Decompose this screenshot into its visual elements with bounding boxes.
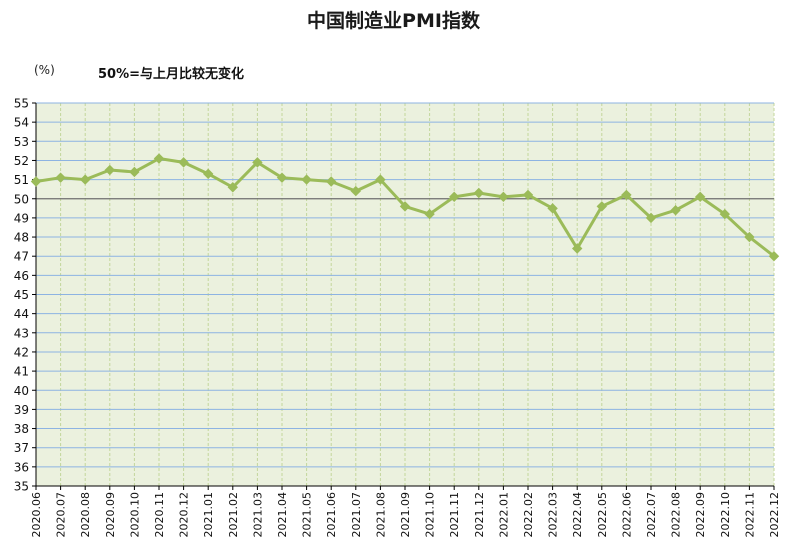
data-point [375, 174, 386, 185]
x-tick-label: 2020.09 [104, 492, 117, 538]
data-point [596, 201, 608, 212]
data-point [227, 182, 239, 193]
y-tick-label: 51 [14, 173, 29, 187]
x-tick-label: 2022.12 [768, 492, 781, 538]
data-point [178, 157, 189, 168]
data-point [744, 231, 755, 243]
x-tick-label: 2020.08 [79, 492, 92, 538]
y-tick-label: 48 [14, 231, 29, 245]
x-tick-label: 2021.04 [276, 492, 289, 538]
data-point [768, 250, 780, 262]
data-point [571, 243, 583, 254]
x-tick-label: 2021.11 [448, 492, 461, 538]
data-point [153, 153, 165, 164]
y-tick-label: 50 [14, 192, 29, 206]
data-point [498, 191, 509, 203]
y-tick-label: 52 [14, 154, 29, 168]
data-point [719, 208, 731, 220]
x-tick-label: 2022.11 [743, 492, 756, 538]
data-point [276, 172, 288, 183]
x-tick-label: 2022.06 [620, 492, 633, 538]
x-tick-label: 2021.08 [374, 492, 387, 538]
x-tick-label: 2021.02 [227, 492, 240, 538]
x-tick-label: 2021.10 [424, 492, 437, 538]
data-point [448, 191, 460, 203]
x-tick-label: 2022.04 [571, 492, 584, 538]
y-tick-label: 36 [14, 460, 29, 474]
data-point [202, 168, 214, 180]
data-point [694, 191, 706, 203]
x-tick-label: 2021.06 [325, 492, 338, 538]
y-tick-label: 37 [14, 441, 29, 455]
x-tick-label: 2021.12 [473, 492, 486, 538]
x-tick-label: 2021.01 [202, 492, 215, 538]
data-point [79, 174, 91, 185]
reference-annotation: 50%=与上月比较无变化 [98, 67, 245, 82]
x-tick-label: 2022.08 [670, 492, 683, 538]
y-tick-label: 40 [14, 384, 29, 398]
data-point [621, 189, 632, 201]
y-tick-label: 42 [14, 345, 29, 359]
data-point [55, 172, 66, 183]
x-tick-label: 2021.05 [301, 492, 314, 538]
y-tick-label: 44 [14, 307, 29, 321]
x-tick-label: 2021.03 [251, 492, 264, 538]
x-tick-label: 2022.09 [694, 492, 707, 538]
x-tick-label: 2022.05 [596, 492, 609, 538]
y-tick-label: 38 [14, 422, 29, 436]
x-tick-label: 2022.07 [645, 492, 658, 538]
y-tick-label: 55 [14, 97, 29, 111]
y-tick-label: 54 [14, 116, 29, 130]
chart-title: 中国制造业PMI指数 [307, 10, 480, 32]
y-tick-label: 49 [14, 211, 29, 225]
data-point [522, 189, 534, 201]
data-point [350, 185, 362, 197]
data-point [252, 157, 263, 168]
x-tick-label: 2020.06 [30, 492, 43, 538]
data-point [30, 176, 42, 187]
y-tick-label: 41 [14, 365, 29, 379]
data-point [301, 174, 312, 185]
x-tick-label: 2021.09 [399, 492, 412, 538]
y-tick-label: 47 [14, 250, 29, 264]
x-tick-label: 2020.10 [128, 492, 141, 538]
x-tick-label: 2020.12 [178, 492, 191, 538]
x-tick-label: 2021.07 [350, 492, 363, 538]
x-tick-label: 2020.07 [55, 492, 68, 538]
y-tick-label: 35 [14, 480, 29, 494]
x-tick-label: 2022.01 [497, 492, 510, 538]
data-point [399, 201, 411, 212]
x-tick-label: 2020.11 [153, 492, 166, 538]
data-point [129, 166, 140, 178]
y-tick-label: 53 [14, 135, 29, 149]
data-point [670, 205, 681, 216]
y-axis-unit-label: (%) [34, 63, 55, 77]
y-tick-label: 39 [14, 403, 29, 417]
y-tick-label: 43 [14, 326, 29, 340]
x-tick-label: 2022.10 [719, 492, 732, 538]
data-point [104, 164, 116, 176]
data-point [645, 212, 657, 224]
x-tick-label: 2022.03 [547, 492, 560, 538]
data-point [547, 203, 558, 214]
y-tick-label: 45 [14, 288, 29, 302]
x-tick-label: 2022.02 [522, 492, 535, 538]
data-point [473, 187, 485, 199]
data-point [424, 208, 435, 220]
data-point [325, 176, 337, 187]
y-tick-label: 46 [14, 269, 29, 283]
